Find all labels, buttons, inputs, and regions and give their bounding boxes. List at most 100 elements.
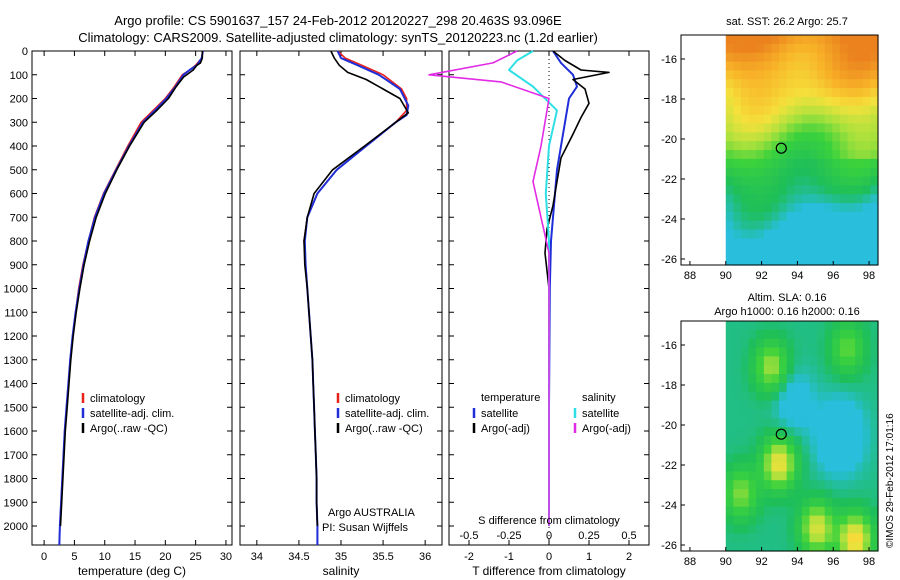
map-cell	[733, 356, 742, 366]
map-cell	[725, 347, 734, 357]
map-cell	[847, 471, 856, 481]
map-cell	[870, 453, 879, 464]
map-cell	[779, 167, 788, 178]
map-cell	[725, 462, 734, 472]
map-cell	[779, 96, 788, 107]
map-x-tick-label: 98	[863, 270, 875, 282]
map-cell	[817, 132, 826, 142]
map-cell	[748, 220, 757, 231]
map-cell	[725, 114, 734, 125]
x-tick-label: 20	[159, 551, 171, 563]
map-cell	[741, 52, 750, 63]
map-cell	[809, 61, 818, 71]
map-cell	[748, 238, 757, 248]
map-cell	[763, 453, 773, 464]
map-cell	[779, 480, 788, 490]
map-x-tick-label: 96	[827, 556, 839, 568]
map-cell	[855, 480, 864, 490]
map-cell	[741, 79, 750, 89]
map-cell	[832, 444, 841, 455]
map-cell	[847, 409, 856, 419]
map-cell	[847, 480, 856, 490]
map-cell	[748, 70, 757, 80]
map-cell	[733, 382, 742, 393]
map-cell	[862, 229, 871, 240]
x-tick-label: 15	[129, 551, 141, 563]
map-cell	[855, 533, 864, 543]
map-cell	[786, 409, 795, 419]
x-tick-label: 1	[586, 551, 592, 563]
map-cell	[741, 35, 750, 45]
map-cell	[725, 497, 734, 508]
map-cell	[771, 462, 780, 472]
map-cell	[725, 229, 734, 240]
map-cell	[763, 185, 773, 195]
map-cell	[855, 220, 864, 231]
map-cell	[763, 211, 773, 222]
map-cell	[801, 497, 811, 508]
map-cell	[763, 391, 773, 402]
map-cell	[741, 497, 750, 508]
map-cell	[809, 462, 818, 472]
map-cell	[733, 444, 742, 455]
map-cell	[832, 365, 841, 375]
map-cell	[801, 356, 811, 366]
map-cell	[839, 141, 849, 151]
map-cell	[824, 52, 833, 63]
map-cell	[779, 382, 788, 393]
map-cell	[794, 35, 803, 45]
map-cell	[809, 374, 818, 384]
series-line-argo-adj-	[544, 50, 610, 526]
map-cell	[741, 436, 750, 446]
map-cell	[771, 220, 780, 231]
map-cell	[847, 70, 856, 80]
map-cell	[779, 88, 788, 98]
map-cell	[817, 374, 826, 384]
map-cell	[756, 321, 765, 331]
legend-label-argo: Argo(..raw -QC)	[345, 423, 423, 435]
map-cell	[870, 391, 879, 402]
map-cell	[824, 256, 833, 266]
map-cell	[786, 61, 795, 71]
map-cell	[741, 167, 750, 178]
map-cell	[824, 436, 833, 446]
map-cell	[809, 150, 818, 160]
series-line-argo-raw-qc-	[59, 51, 204, 527]
map-cell	[756, 167, 765, 178]
map-cell	[801, 427, 811, 437]
map-cell	[794, 444, 803, 455]
map-cell	[741, 471, 750, 481]
map-cell	[756, 114, 765, 125]
map-cell	[741, 70, 750, 80]
map-cell	[794, 247, 803, 257]
map-cell	[870, 524, 879, 534]
map-cell	[763, 533, 773, 543]
map-cell	[779, 515, 788, 526]
map-cell	[817, 123, 826, 133]
map-frame	[680, 320, 879, 552]
map-cell	[771, 229, 780, 240]
map-cell	[725, 506, 734, 517]
s-tick-label: 0.5	[621, 530, 636, 542]
difference-legend: temperature satellite Argo(-adj) salinit…	[472, 392, 631, 435]
map-cell	[741, 382, 750, 393]
map-cell	[832, 238, 841, 248]
map-cell	[779, 150, 788, 160]
map-cell	[771, 176, 780, 186]
map-cell	[725, 382, 734, 393]
map-cell	[847, 489, 856, 499]
map-cell	[839, 515, 849, 526]
map-cell	[817, 158, 826, 169]
map-cell	[870, 480, 879, 490]
x-tick-label: 34.5	[288, 551, 309, 563]
map-cell	[779, 79, 788, 89]
map-cell	[756, 150, 765, 160]
map-cell	[725, 524, 734, 534]
map-cell	[741, 238, 750, 248]
map-cell	[870, 114, 879, 125]
map-cell	[855, 409, 864, 419]
map-cell	[817, 220, 826, 231]
map-cell	[725, 238, 734, 248]
map-cell	[832, 96, 841, 107]
map-cell	[847, 123, 856, 133]
